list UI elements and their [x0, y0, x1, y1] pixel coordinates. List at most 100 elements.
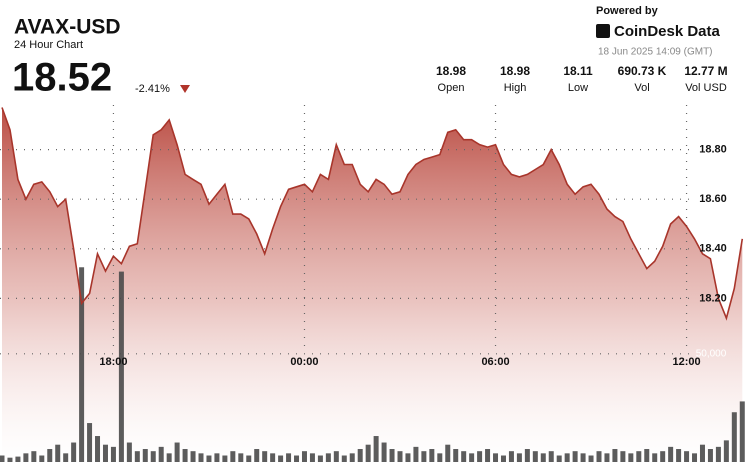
volume-bar	[79, 267, 85, 462]
volume-bar	[365, 444, 371, 462]
volume-bar	[516, 453, 522, 462]
volume-bar	[142, 449, 148, 462]
volume-bar	[286, 453, 292, 462]
volume-bar	[262, 451, 268, 462]
volume-bar	[421, 451, 427, 462]
volume-bar	[126, 442, 132, 462]
volume-bar	[628, 453, 634, 462]
plot: 18.80 18.60 18.40 18.20 50,000 18:00 00:00 06:0…	[0, 105, 745, 462]
down-arrow	[180, 85, 190, 93]
y2-tick-label: 50,000	[696, 348, 727, 359]
volume-bar	[198, 453, 204, 462]
x-tick-label: 12:00	[672, 356, 700, 368]
price: 18.52	[12, 56, 112, 100]
x-tick-label: 18:00	[99, 356, 127, 368]
volume-bar	[373, 436, 379, 462]
volume-bar	[349, 453, 355, 462]
y-tick-label: 18.40	[699, 243, 727, 255]
volume-bar	[309, 453, 315, 462]
volume-bar	[588, 455, 594, 462]
stat-value: 18.98	[500, 64, 530, 78]
volume-bar	[676, 449, 682, 462]
volume-bar	[469, 453, 475, 462]
volume-bar	[644, 449, 650, 462]
volume-bar	[493, 453, 499, 462]
stat-label: Vol	[634, 82, 649, 94]
volume-bar	[620, 451, 626, 462]
logo-icon	[596, 24, 610, 38]
volume-bar	[0, 455, 5, 462]
volume-bar	[118, 271, 124, 462]
volume-bar	[389, 449, 395, 462]
volume-bar	[723, 440, 729, 462]
volume-bar	[214, 453, 220, 462]
volume-bar	[540, 453, 546, 462]
volume-bar	[381, 442, 387, 462]
volume-bar	[134, 451, 140, 462]
y-tick-label: 18.60	[699, 193, 727, 205]
volume-bar	[39, 455, 45, 462]
volume-bar	[739, 401, 745, 462]
volume-bar	[222, 455, 228, 462]
volume-bar	[270, 453, 276, 462]
stat-value: 18.98	[436, 64, 466, 78]
volume-bar	[707, 449, 713, 462]
volume-bar	[63, 453, 69, 462]
volume-bar	[15, 456, 21, 462]
volume-bar	[95, 436, 101, 462]
volume-bar	[23, 453, 29, 462]
volume-bar	[317, 455, 323, 462]
volume-bar	[437, 453, 443, 462]
stat-value: 18.11	[563, 64, 593, 78]
stats: 18.98 Open 18.98 High 18.11 Low 690.73 K Vol 12.…	[436, 64, 728, 94]
stat-label: High	[504, 82, 527, 94]
volume-bar	[301, 451, 307, 462]
volume-bar	[524, 449, 530, 462]
volume-bar	[31, 451, 37, 462]
area-fill	[2, 107, 743, 462]
volume-bar	[7, 457, 13, 462]
volume-bar	[556, 455, 562, 462]
volume-bar	[548, 451, 554, 462]
stat-label: Open	[438, 82, 465, 94]
volume-bar	[230, 451, 236, 462]
x-tick-label: 06:00	[481, 356, 509, 368]
volume-bar	[87, 423, 93, 462]
volume-bar	[47, 449, 53, 462]
volume-bar	[429, 449, 435, 462]
volume-bar	[699, 444, 705, 462]
volume-bar	[453, 449, 459, 462]
volume-bar	[445, 444, 451, 462]
volume-bar	[150, 451, 156, 462]
volume-bar	[715, 446, 721, 462]
volume-bar	[532, 451, 538, 462]
x-tick-label: 00:00	[290, 356, 318, 368]
volume-bar	[508, 451, 514, 462]
volume-bar	[325, 453, 331, 462]
volume-bar	[294, 455, 300, 462]
stat-value: 690.73 K	[618, 64, 667, 78]
volume-bar	[564, 453, 570, 462]
title: AVAX-USD	[14, 16, 121, 39]
volume-bar	[55, 444, 61, 462]
volume-bar	[190, 451, 196, 462]
volume-bar	[500, 455, 506, 462]
volume-bar	[461, 451, 467, 462]
volume-bar	[477, 451, 483, 462]
volume-bar	[238, 453, 244, 462]
volume-bar	[278, 455, 284, 462]
volume-bar	[333, 451, 339, 462]
y-tick-label: 18.20	[699, 292, 727, 304]
stat-label: Vol USD	[685, 82, 727, 94]
volume-bar	[668, 446, 674, 462]
volume-bar	[636, 451, 642, 462]
volume-bar	[174, 442, 180, 462]
volume-bar	[254, 449, 260, 462]
volume-bar	[692, 453, 698, 462]
volume-bar	[341, 455, 347, 462]
price-line	[1, 107, 744, 321]
timestamp: 18 Jun 2025 14:09 (GMT)	[598, 47, 713, 58]
volume-bar	[580, 453, 586, 462]
stat-label: Low	[568, 82, 588, 94]
